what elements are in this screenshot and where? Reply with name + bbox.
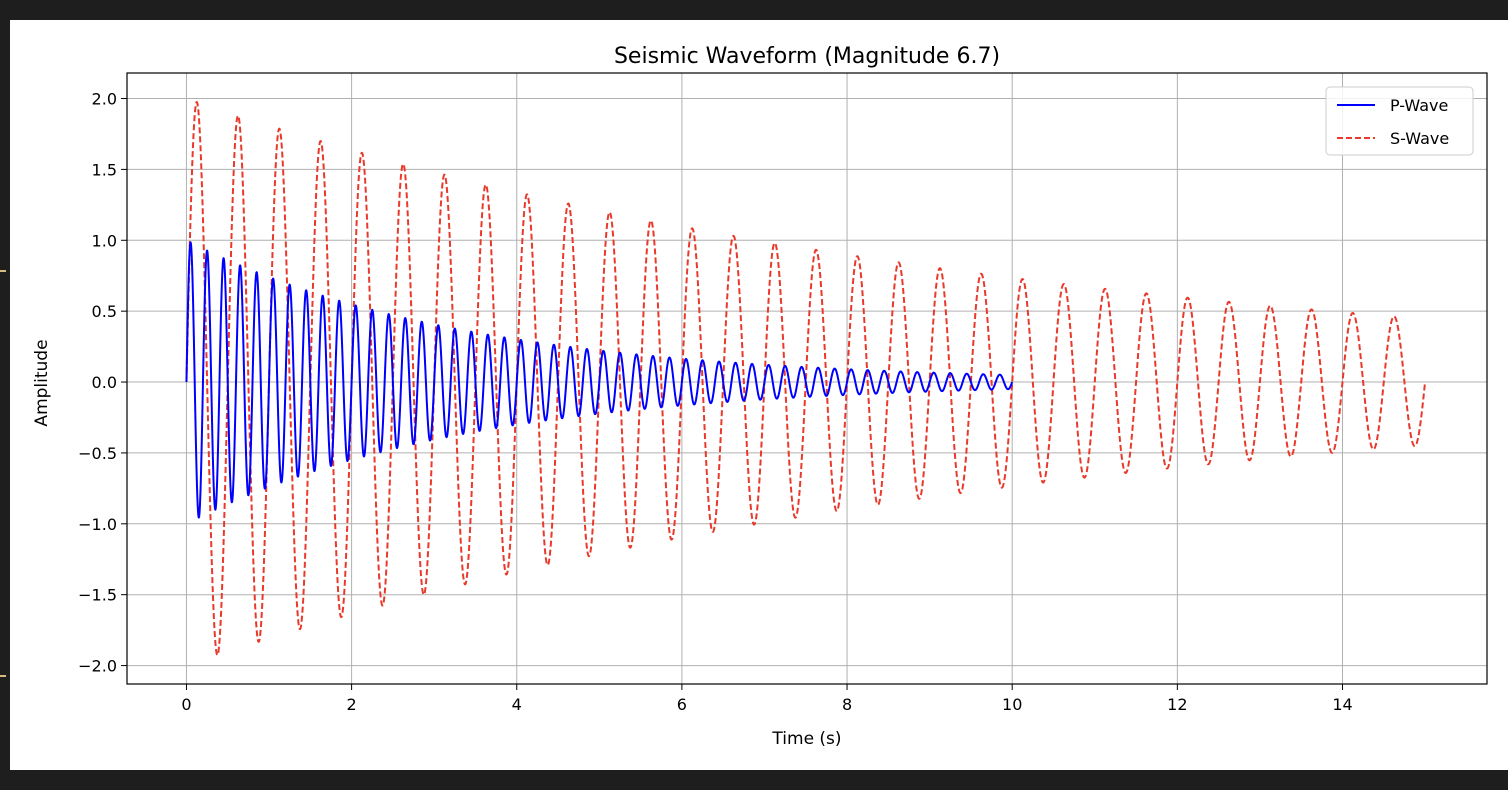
y-tick-label: 0.5 <box>92 302 117 321</box>
legend-label-p-wave: P-Wave <box>1390 96 1448 115</box>
y-tick-label: −1.0 <box>78 515 117 534</box>
chart-title: Seismic Waveform (Magnitude 6.7) <box>614 44 1000 69</box>
axes-frame <box>126 72 1488 685</box>
x-tick-label: 0 <box>181 695 191 714</box>
y-tick-label: −1.5 <box>78 586 117 605</box>
x-tick-label: 8 <box>842 695 852 714</box>
x-tick-label: 12 <box>1167 695 1187 714</box>
y-axis-label: Amplitude <box>32 339 52 426</box>
x-tick-label: 2 <box>347 695 357 714</box>
seismic-chart: 0 2 4 6 8 10 12 14 −2.0 −1.5 −1.0 −0.5 0.0 0.5 1.0 1.5… <box>32 44 1488 749</box>
y-tick-label: 2.0 <box>92 90 117 109</box>
y-tick-label: 0.0 <box>92 373 117 392</box>
chart-figure: 0 2 4 6 8 10 12 14 −2.0 −1.5 −1.0 −0.5 0.0 0.5 1.0 1.5… <box>10 20 1508 770</box>
left-edge-marker-bottom <box>0 675 6 677</box>
legend-label-s-wave: S-Wave <box>1390 129 1449 148</box>
y-tick-label: −2.0 <box>78 657 117 676</box>
y-tick-labels: −2.0 −1.5 −1.0 −0.5 0.0 0.5 1.0 1.5 2.0 <box>78 90 117 676</box>
x-tick-label: 14 <box>1332 695 1352 714</box>
grid-lines <box>127 73 1487 684</box>
legend: P-Wave S-Wave <box>1325 86 1474 156</box>
x-axis-label: Time (s) <box>771 729 841 749</box>
tick-marks <box>121 98 1343 690</box>
y-tick-label: 1.0 <box>92 231 117 250</box>
left-edge-marker-top <box>0 270 6 272</box>
p-wave-line <box>185 241 1014 519</box>
x-tick-labels: 0 2 4 6 8 10 12 14 <box>181 695 1352 714</box>
x-tick-label: 10 <box>1002 695 1022 714</box>
x-tick-label: 4 <box>512 695 522 714</box>
plot-area <box>185 101 1427 657</box>
x-tick-label: 6 <box>677 695 687 714</box>
y-tick-label: 1.5 <box>92 160 117 179</box>
y-tick-label: −0.5 <box>78 444 117 463</box>
